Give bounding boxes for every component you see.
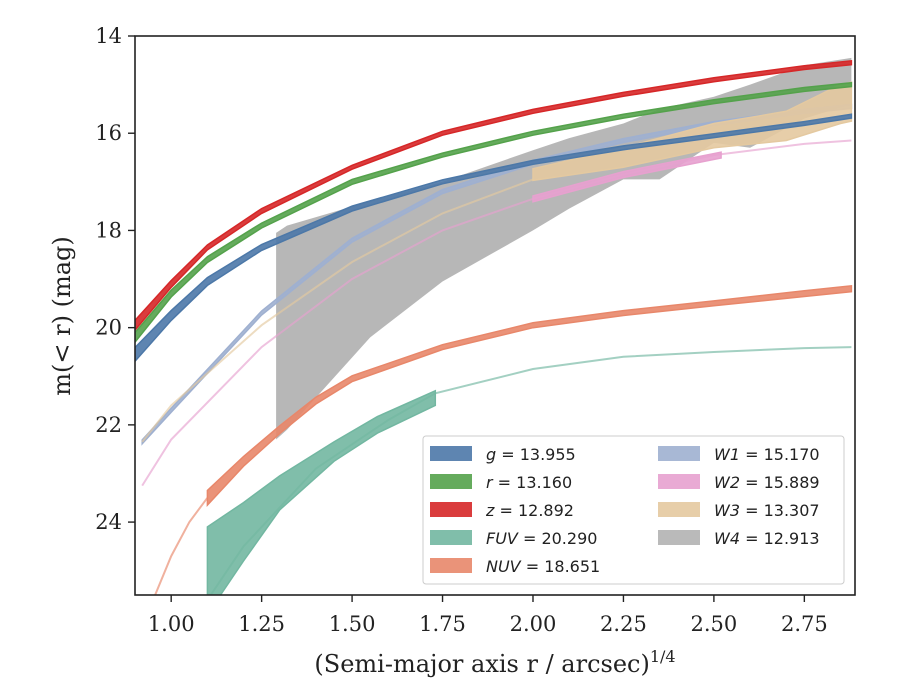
legend-symbol: W4	[714, 529, 740, 548]
x-tick-label: 1.25	[238, 612, 285, 636]
x-tick-label: 2.25	[600, 612, 647, 636]
legend-entry-z: z = 12.892	[485, 501, 574, 520]
legend-symbol: W1	[714, 445, 740, 464]
y-tick-label: 14	[95, 24, 122, 48]
x-tick-label: 1.75	[419, 612, 466, 636]
legend-entry-nuv: NUV = 18.651	[486, 557, 600, 576]
series-w3-extrapolation	[141, 178, 534, 443]
legend-symbol: FUV	[486, 529, 519, 548]
legend-entry-w4: W4 = 12.913	[714, 529, 820, 548]
plot-frame	[134, 35, 856, 596]
legend-symbol: r	[486, 473, 494, 492]
x-tick-label: 2.75	[781, 612, 828, 636]
legend-value: = 13.307	[740, 501, 820, 520]
legend-swatch-w4	[658, 530, 700, 545]
x-axis-label: (Semi-major axis r / arcsec)1/4	[314, 647, 675, 678]
series-w2-extrapolation	[141, 139, 852, 487]
y-tick-label: 22	[95, 413, 122, 437]
legend-value: = 13.955	[496, 445, 576, 464]
legend-value: = 20.290	[518, 529, 598, 548]
legend-swatch-nuv	[430, 558, 472, 573]
y-tick-label: 18	[95, 218, 122, 242]
legend-entry-fuv: FUV = 20.290	[486, 529, 597, 548]
legend-swatch-fuv	[430, 530, 472, 545]
y-tick-label: 24	[95, 510, 122, 534]
x-axis-label-text: (Semi-major axis r / arcsec)	[314, 650, 649, 678]
legend-swatch-w1	[658, 446, 700, 461]
legend-entry-w3: W3 = 13.307	[714, 501, 820, 520]
series-w1-band	[141, 103, 853, 446]
legend-value: = 12.892	[494, 501, 574, 520]
x-axis-label-exponent: 1/4	[650, 647, 676, 666]
legend-entry-g: g = 13.955	[486, 445, 576, 464]
y-tick-label: 16	[95, 121, 122, 145]
y-axis-label: m(< r) (mag)	[48, 236, 76, 395]
legend-box	[422, 435, 845, 585]
series-w4-band	[276, 57, 852, 440]
series-g-band	[135, 113, 853, 363]
x-tick-label: 1.00	[148, 612, 195, 636]
legend-value: = 12.913	[740, 529, 820, 548]
x-tick-label: 2.50	[691, 612, 738, 636]
legend-value: = 15.170	[740, 445, 820, 464]
series-nuv-band	[206, 284, 853, 508]
legend-swatch-w3	[658, 502, 700, 517]
legend-symbol: NUV	[486, 557, 522, 576]
series-r-band	[135, 81, 853, 344]
legend-symbol: W3	[714, 501, 740, 520]
legend-swatch-r	[430, 474, 472, 489]
series-fuv-band	[206, 389, 437, 595]
series-z-band	[135, 59, 853, 332]
legend-swatch-z	[430, 502, 472, 517]
plot-series	[135, 57, 853, 595]
legend-entry-r: r = 13.160	[486, 473, 572, 492]
legend-entry-w2: W2 = 15.889	[714, 473, 820, 492]
x-tick-label: 1.50	[329, 612, 376, 636]
legend-entry-w1: W1 = 15.170	[714, 445, 820, 464]
legend-value: = 18.651	[521, 557, 601, 576]
legend-symbol: g	[486, 445, 496, 464]
series-nuv-extrapolation	[154, 497, 209, 595]
legend-value: = 15.889	[740, 473, 820, 492]
legend-symbol: W2	[714, 473, 740, 492]
series-w2-band	[532, 151, 722, 203]
legend-value: = 13.160	[493, 473, 573, 492]
x-tick-label: 2.00	[510, 612, 557, 636]
y-tick-label: 20	[95, 316, 122, 340]
legend-symbol: z	[485, 501, 495, 520]
y-axis-ticks: 14 16 18 20 22 24	[95, 24, 135, 534]
legend-swatch-g	[430, 446, 472, 461]
x-axis-ticks: 1.00 1.25 1.50 1.75 2.00 2.25 2.50 2.75	[148, 595, 828, 636]
legend-swatch-w2	[658, 474, 700, 489]
